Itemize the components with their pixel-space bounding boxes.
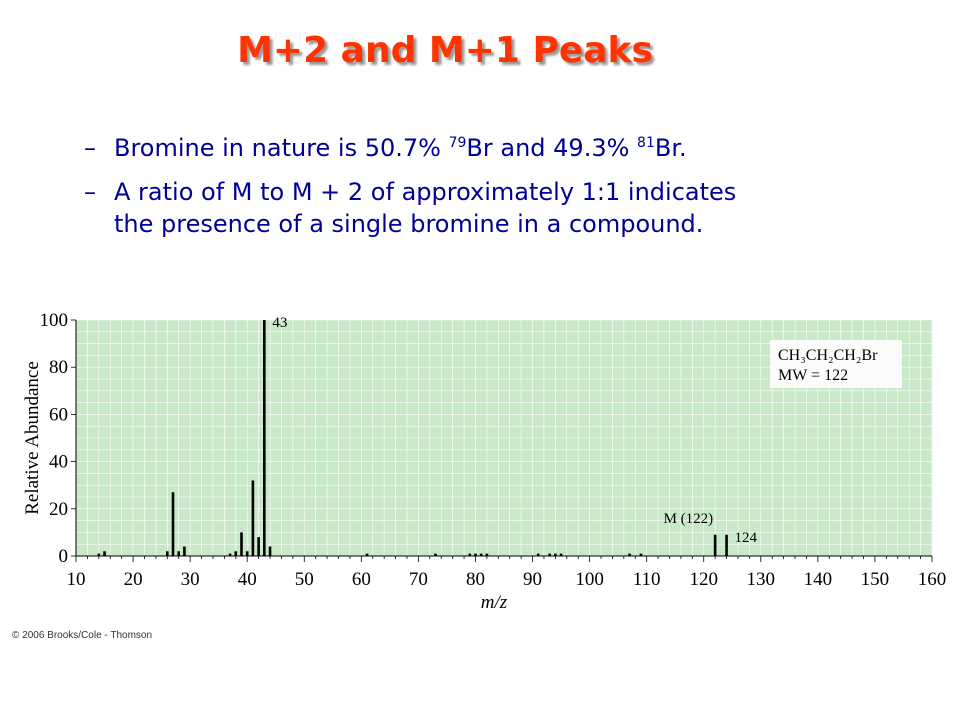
x-tick-label: 150 (861, 569, 890, 590)
bullet-line: A ratio of M to M + 2 of approximately 1… (114, 178, 737, 206)
y-tick-label: 0 (59, 546, 69, 567)
x-tick-label: 110 (633, 569, 661, 590)
copyright-notice: © 2006 Brooks/Cole - Thomson (12, 630, 153, 641)
peak-annotation: M (122) (664, 511, 714, 527)
x-tick-label: 130 (747, 569, 776, 590)
x-tick-label: 50 (295, 569, 314, 590)
bullet-text: Bromine in nature is 50.7% 79Br and 49.3… (114, 132, 687, 164)
y-axis-label: Relative Abundance (22, 361, 43, 515)
y-tick-label: 60 (49, 404, 68, 425)
compound-mw: MW = 122 (778, 367, 848, 384)
x-tick-label: 80 (466, 569, 485, 590)
x-tick-label: 10 (67, 569, 86, 590)
y-tick-label: 40 (49, 452, 68, 473)
compound-box (770, 340, 902, 388)
peak-annotation: 124 (735, 530, 758, 546)
x-tick-label: 60 (352, 569, 371, 590)
x-tick-label: 90 (523, 569, 542, 590)
x-tick-label: 140 (804, 569, 833, 590)
bullet-text-part: Bromine in nature is 50.7% (114, 134, 449, 162)
x-tick-label: 20 (124, 569, 143, 590)
bullet-line: the presence of a single bromine in a co… (114, 210, 704, 238)
bullet-ratio: – A ratio of M to M + 2 of approximately… (84, 176, 924, 246)
x-tick-label: 160 (918, 569, 947, 590)
x-tick-label: 40 (238, 569, 257, 590)
y-tick-label: 100 (40, 310, 69, 331)
isotope-superscript: 79 (448, 135, 467, 151)
peak-annotation: 43 (272, 315, 287, 331)
isotope-superscript: 81 (637, 135, 655, 151)
bullet-text: A ratio of M to M + 2 of approximately 1… (114, 176, 736, 240)
slide-title: M+2 and M+1 Peaks (237, 30, 653, 71)
x-tick-label: 70 (409, 569, 428, 590)
bullet-text-part: Br and 49.3% (466, 134, 638, 162)
mass-spectrum-chart: 10 20 30 40 50 60 70 80 90 100 110 120 130 140 150 160 0… (22, 310, 947, 613)
bullet-dash: – (84, 178, 96, 206)
x-tick-label: 30 (181, 569, 200, 590)
y-tick-label: 80 (49, 357, 68, 378)
x-tick-label: 100 (575, 569, 604, 590)
bullet-text-part: Br. (654, 134, 687, 162)
bullet-bromine-isotopes: – Bromine in nature is 50.7% 79Br and 49… (84, 132, 924, 164)
x-tick-label: 120 (689, 569, 718, 590)
bullet-dash: – (84, 134, 96, 162)
y-tick-label: 20 (49, 499, 68, 520)
compound-formula: CH₃CH₂CH₂Br (778, 347, 878, 364)
x-axis-label: m/z (481, 592, 508, 613)
